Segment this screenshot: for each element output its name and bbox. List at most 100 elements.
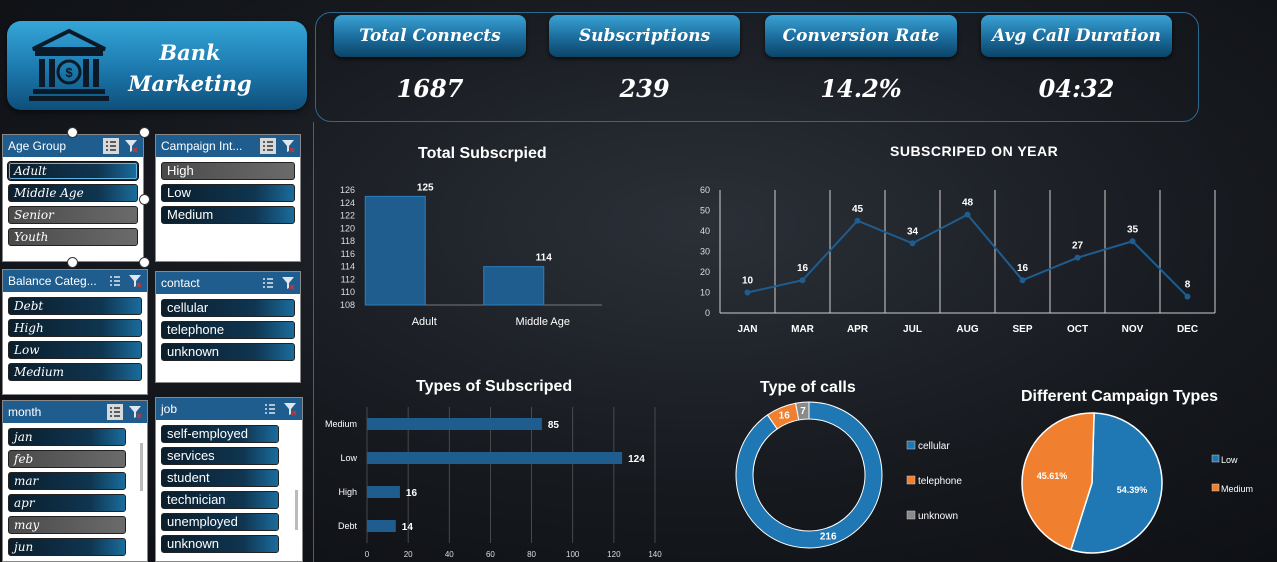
clear-filter-icon[interactable] [280,275,296,291]
clear-filter-icon[interactable] [123,138,139,154]
slicer-item-unemployed[interactable]: unemployed [161,513,279,531]
total-subscribed-chart: 108 110 112 114 116 118 120 122 124 126 125 Adult 11… [340,182,602,328]
y-tick-label: 50 [700,206,710,216]
legend-label: Low [1221,455,1238,465]
multi-select-icon[interactable] [103,138,119,154]
donut-slice [735,401,883,549]
slicer-job: job self-employed services student techn… [155,397,303,562]
resize-handle[interactable] [139,194,150,205]
chart-title: Type of calls [760,379,856,396]
slicer-campaign-intensity: Campaign Int... High Low Medium [155,134,301,262]
resize-handle[interactable] [139,257,150,268]
slicer-item-high[interactable]: High [8,319,142,337]
bar [367,486,400,498]
slicer-item-low[interactable]: Low [161,184,295,202]
slicer-item-self-employed[interactable]: self-employed [161,425,279,443]
app-title: Bank Marketing [125,37,255,99]
data-label: 10 [742,276,754,287]
scrollbar[interactable] [140,443,143,491]
resize-handle[interactable] [67,257,78,268]
slicer-header: Campaign Int... [156,135,300,157]
x-tick-label: MAR [791,324,815,335]
slicer-item-medium[interactable]: Medium [8,363,142,381]
x-tick-label: 100 [566,550,580,559]
data-point [1184,293,1191,300]
x-tick-label: 60 [486,550,495,559]
kpi-conversion-rate-header[interactable]: Conversion Rate [765,15,957,57]
clear-filter-icon[interactable] [280,138,296,154]
resize-handle[interactable] [67,127,78,138]
slicer-item-cellular[interactable]: cellular [161,299,295,317]
clear-filter-icon[interactable] [282,401,298,417]
x-tick-label: 140 [648,550,662,559]
data-label: 16 [1017,263,1029,274]
y-tick-label: 120 [340,223,355,233]
x-tick-label: Middle Age [516,316,570,328]
slicer-title: Balance Categ... [8,274,97,288]
x-tick-label: NOV [1122,324,1144,335]
kpi-avg-call-duration-value: 04:32 [1038,74,1115,103]
x-tick-label: 120 [607,550,621,559]
x-tick-label: OCT [1067,324,1088,335]
x-tick-label: 0 [365,550,370,559]
data-label: 45.61% [1037,471,1068,481]
y-tick-label: Debt [338,521,358,531]
legend-swatch [906,440,916,450]
scrollbar[interactable] [295,490,298,530]
slicer-item-unknown[interactable]: unknown [161,343,295,361]
pie-slice [1021,412,1095,551]
logo-banner: $ Bank Marketing [7,21,307,110]
slicer-item-jun[interactable]: jun [8,538,126,556]
multi-select-icon[interactable] [260,138,276,154]
y-tick-label: 114 [341,262,355,272]
slicer-item-feb[interactable]: feb [8,450,126,468]
data-label: 35 [1127,224,1139,235]
slicer-header: contact [156,272,300,294]
clear-filter-icon[interactable] [127,273,143,289]
data-point [744,289,751,296]
slicer-item-may[interactable]: may [8,516,126,534]
slicer-item-telephone[interactable]: telephone [161,321,295,339]
multi-select-icon[interactable] [107,273,123,289]
chart-title: Different Campaign Types [1021,388,1219,405]
data-label: 16 [406,488,418,499]
multi-select-icon[interactable] [262,401,278,417]
slicer-title: job [161,402,178,416]
kpi-avg-call-duration-header[interactable]: Avg Call Duration [981,15,1172,57]
y-tick-label: 30 [700,247,710,257]
slicer-item-youth[interactable]: Youth [8,228,138,246]
slicer-header: Age Group [3,135,143,157]
kpi-total-connects-header[interactable]: Total Connects [334,15,526,57]
slicer-item-services[interactable]: services [161,447,279,465]
y-tick-label: 126 [340,185,355,195]
kpi-panel [315,12,1199,122]
slicer-item-high[interactable]: High [161,162,295,180]
slicer-item-student[interactable]: student [161,469,279,487]
y-tick-label: 108 [340,300,355,310]
slicer-item-debt[interactable]: Debt [8,297,142,315]
resize-handle[interactable] [139,127,150,138]
x-tick-label: JUL [903,324,922,335]
slicer-item-apr[interactable]: apr [8,494,126,512]
x-tick-label: 80 [527,550,536,559]
multi-select-icon[interactable] [260,275,276,291]
y-tick-label: 20 [700,267,710,277]
bar [367,520,396,532]
clear-filter-icon[interactable] [127,404,143,420]
slicer-item-middle-age[interactable]: Middle Age [8,184,138,202]
slicer-item-adult[interactable]: Adult [7,161,139,181]
slicer-item-technician[interactable]: technician [161,491,279,509]
panel-divider [313,122,314,562]
x-tick-label: JAN [737,324,757,335]
slicer-header: month [3,401,147,423]
slicer-item-unknown[interactable]: unknown [161,535,279,553]
slicer-item-medium[interactable]: Medium [161,206,295,224]
kpi-subscriptions-header[interactable]: Subscriptions [549,15,740,57]
slicer-item-jan[interactable]: jan [8,428,126,446]
slicer-item-mar[interactable]: mar [8,472,126,490]
slicer-item-low[interactable]: Low [8,341,142,359]
x-tick-label: APR [847,324,869,335]
data-label: 125 [417,182,434,193]
multi-select-icon[interactable] [107,404,123,420]
slicer-item-senior[interactable]: Senior [8,206,138,224]
